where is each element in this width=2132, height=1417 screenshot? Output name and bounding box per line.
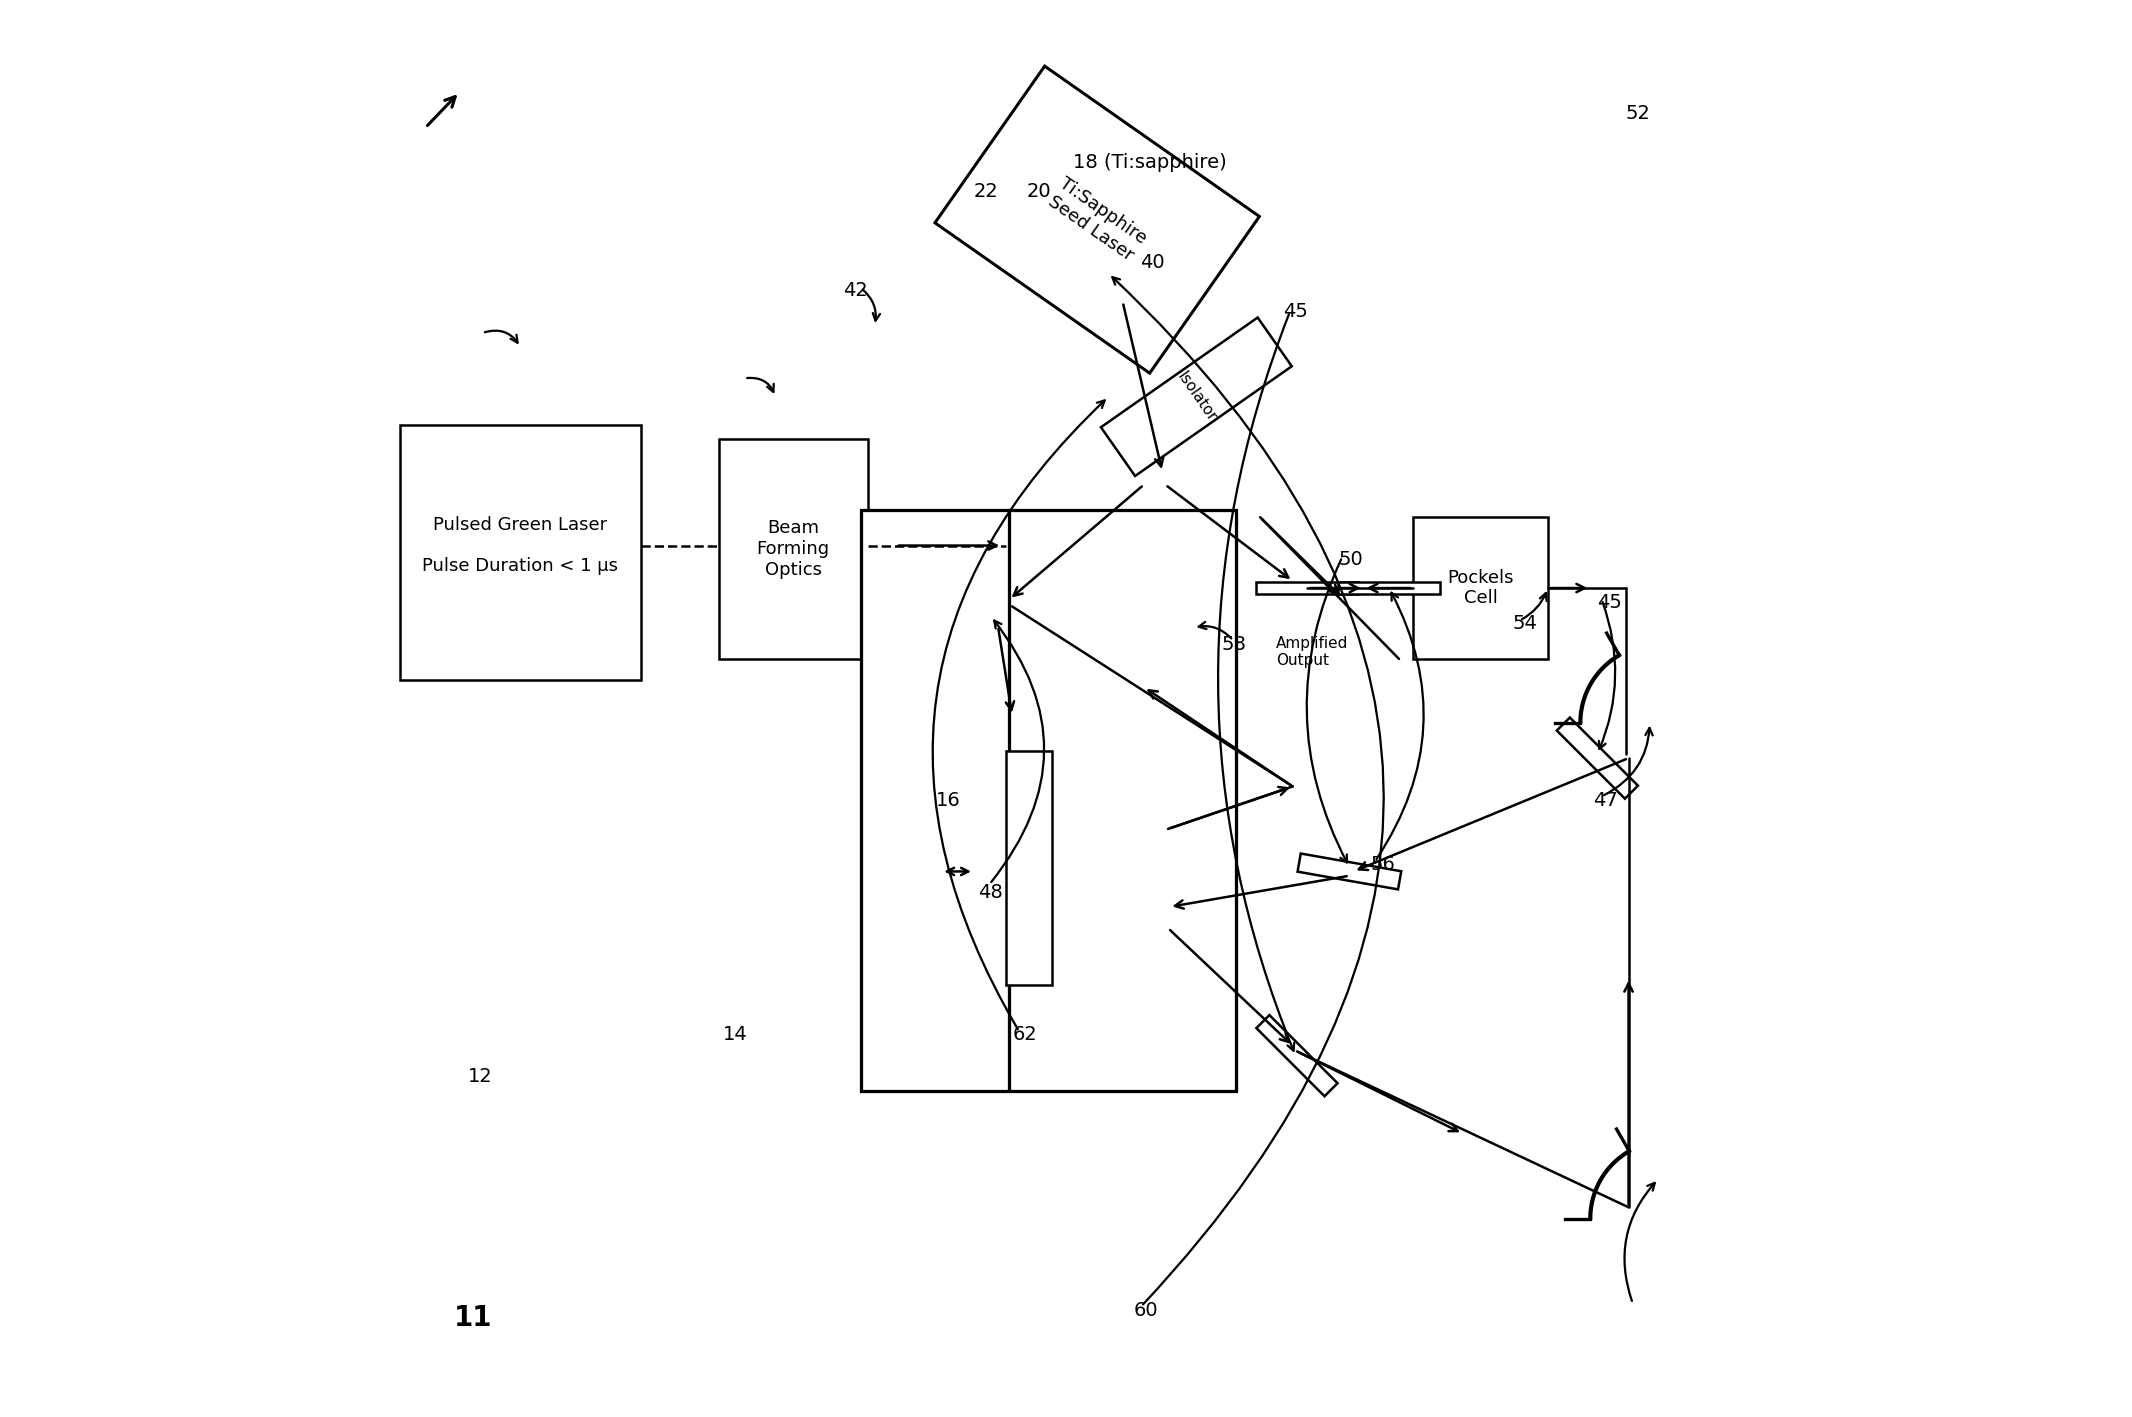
Bar [718,439,868,659]
Text: 58: 58 [1222,635,1247,655]
Polygon shape [953,563,1032,665]
Text: 54: 54 [1512,614,1537,633]
Text: 50: 50 [1339,550,1362,570]
Text: 16: 16 [936,791,959,811]
Polygon shape [1134,880,1192,976]
Text: 11: 11 [454,1304,492,1332]
Text: Beam
Forming
Optics: Beam Forming Optics [757,519,829,580]
Text: 42: 42 [844,281,868,300]
Bar [1414,517,1548,659]
Text: 47: 47 [1593,791,1618,811]
Text: 62: 62 [1013,1024,1036,1044]
Text: 12: 12 [469,1067,492,1087]
Polygon shape [936,67,1260,373]
Polygon shape [1256,1015,1337,1097]
Text: Amplified
Output: Amplified Output [1275,636,1347,667]
Polygon shape [1134,779,1177,879]
Text: 45: 45 [1283,302,1307,322]
Text: 40: 40 [1141,252,1164,272]
Polygon shape [1100,317,1292,476]
Polygon shape [1298,853,1401,890]
Bar [861,510,1237,1091]
Text: Isolator: Isolator [1175,368,1220,425]
Text: 60: 60 [1134,1301,1158,1321]
Text: Ti:Sapphire
Seed Laser: Ti:Sapphire Seed Laser [1045,174,1149,265]
Text: 52: 52 [1627,103,1650,123]
Text: 48: 48 [979,883,1002,903]
Bar [1006,751,1051,985]
Text: 45: 45 [1597,592,1622,612]
Polygon shape [1556,717,1637,799]
Polygon shape [1339,582,1439,595]
Text: 14: 14 [723,1024,748,1044]
Text: 20: 20 [1025,181,1051,201]
Text: 18 (Ti:sapphire): 18 (Ti:sapphire) [1072,153,1226,173]
Text: Pockels
Cell: Pockels Cell [1448,568,1514,608]
Text: Pulsed Green Laser

Pulse Duration < 1 μs: Pulsed Green Laser Pulse Duration < 1 μs [422,516,618,575]
Text: 22: 22 [974,181,998,201]
Text: 56: 56 [1371,854,1396,874]
Bar [401,425,642,680]
Polygon shape [1256,582,1358,595]
